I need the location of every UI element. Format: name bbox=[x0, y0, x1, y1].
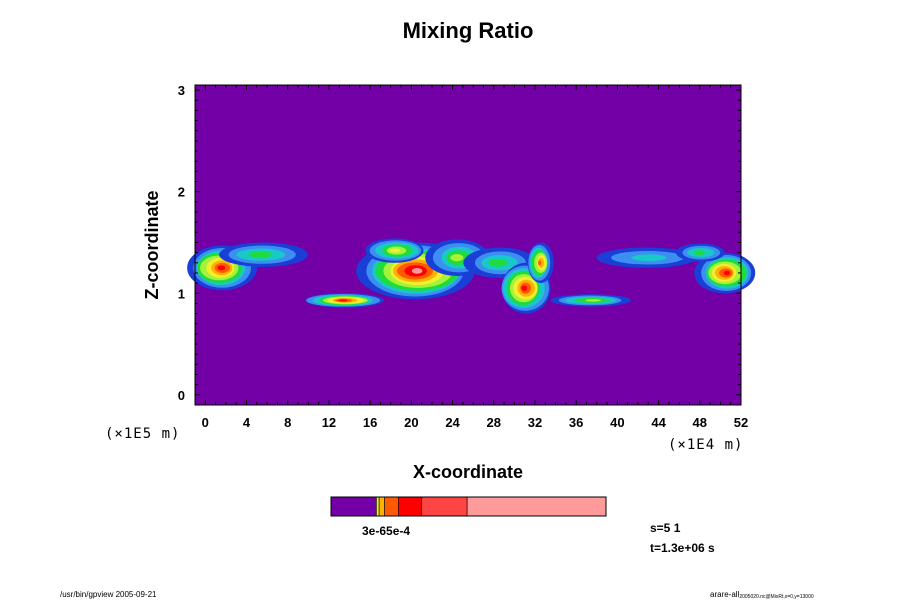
colorbar-segment bbox=[376, 496, 380, 517]
x-tick-label: 24 bbox=[445, 415, 460, 430]
x-tick-label: 8 bbox=[284, 415, 291, 430]
colorbar-segment bbox=[330, 496, 377, 517]
contour-level bbox=[692, 250, 706, 255]
x-tick-label: 20 bbox=[404, 415, 418, 430]
footer-command: /usr/bin/gpview 2005-09-21 bbox=[60, 590, 157, 599]
mixing-ratio-field bbox=[187, 238, 756, 314]
x-tick-label: 12 bbox=[322, 415, 336, 430]
cloud-feature bbox=[676, 243, 725, 262]
y-axis-label: Z-coordinate bbox=[142, 190, 162, 299]
x-tick-label: 40 bbox=[610, 415, 624, 430]
x-tick-label: 16 bbox=[363, 415, 377, 430]
colorbar-frame bbox=[330, 496, 607, 517]
x-tick-label: 52 bbox=[734, 415, 748, 430]
cloud-feature bbox=[365, 238, 424, 263]
contour-level bbox=[217, 265, 226, 271]
time-readout: t=1.3e+06 s bbox=[650, 541, 715, 555]
contour-level bbox=[521, 285, 528, 291]
z-axis-unit: (×1E5 m) bbox=[105, 426, 180, 442]
cloud-feature bbox=[596, 247, 697, 268]
colorbar-tick-label: 3e-65e-4 bbox=[362, 524, 410, 538]
x-tick-label: 36 bbox=[569, 415, 583, 430]
contour-level bbox=[723, 270, 731, 276]
contour-level bbox=[631, 254, 667, 262]
y-tick-label: 3 bbox=[178, 83, 185, 98]
colorbar-segment bbox=[421, 496, 468, 517]
footer-file-main: arare-all bbox=[710, 590, 740, 599]
contour-level bbox=[585, 299, 601, 302]
cloud-feature bbox=[694, 252, 756, 294]
x-axis-label: X-coordinate bbox=[413, 462, 523, 482]
cloud-feature bbox=[527, 242, 554, 284]
contour-level bbox=[488, 258, 508, 267]
y-tick-label: 1 bbox=[178, 286, 185, 301]
colorbar-segment bbox=[466, 496, 607, 517]
y-axis-ticks: 0 1 2 3 bbox=[178, 83, 741, 403]
contour-level bbox=[411, 268, 423, 274]
cloud-feature bbox=[219, 242, 308, 267]
x-tick-label: 0 bbox=[202, 415, 209, 430]
cloud-feature bbox=[550, 294, 632, 307]
x-tick-label: 44 bbox=[651, 415, 666, 430]
x-tick-label: 48 bbox=[693, 415, 707, 430]
y-tick-label: 2 bbox=[178, 185, 185, 200]
chart-title: Mixing Ratio bbox=[403, 18, 534, 43]
x-tick-label: 32 bbox=[528, 415, 542, 430]
contour-level bbox=[389, 248, 401, 253]
x-tick-label: 28 bbox=[487, 415, 501, 430]
cloud-feature bbox=[305, 293, 384, 308]
x-axis-ticks: 0 4 8 12 16 20 24 28 32 36 40 44 48 52 bbox=[194, 85, 748, 430]
plot-area bbox=[187, 84, 756, 406]
x-tick-label: 4 bbox=[243, 415, 251, 430]
colorbar bbox=[330, 496, 607, 517]
colorbar-segment bbox=[384, 496, 399, 517]
footer-file-detail: 2005020.nc@MixRt,x=0,y=13000 bbox=[739, 594, 814, 600]
colorbar-segment bbox=[398, 496, 423, 517]
contour-level bbox=[248, 251, 273, 258]
contour-level bbox=[538, 260, 542, 266]
colorbar-segment bbox=[378, 496, 385, 517]
footer-file: arare-all2005020.nc@MixRt,x=0,y=13000 bbox=[710, 590, 814, 600]
contour-level bbox=[338, 299, 348, 302]
contour-level bbox=[450, 254, 464, 262]
plot-frame bbox=[194, 84, 742, 406]
step-readout: s=5 1 bbox=[650, 521, 681, 535]
y-tick-label: 0 bbox=[178, 388, 185, 403]
x-axis-unit: (×1E4 m) bbox=[668, 437, 743, 453]
